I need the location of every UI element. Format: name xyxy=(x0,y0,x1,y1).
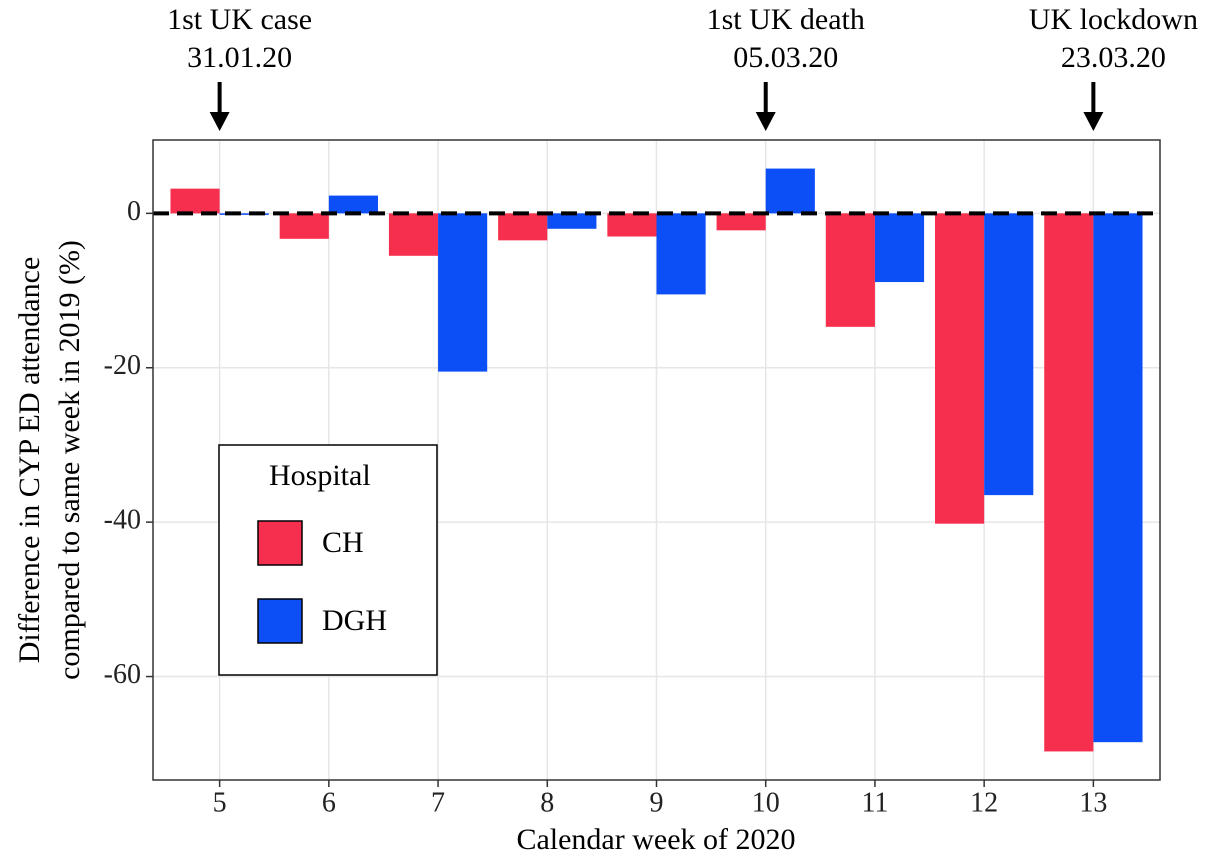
legend-label: CH xyxy=(322,526,364,559)
annotation-text: 31.01.20 xyxy=(187,41,292,74)
legend-box xyxy=(218,444,438,676)
annotation-text: 05.03.20 xyxy=(733,41,838,74)
x-tick-label: 8 xyxy=(540,787,554,818)
bar xyxy=(279,213,329,239)
legend-key xyxy=(257,598,303,644)
bar xyxy=(1093,213,1143,743)
bar xyxy=(170,188,220,214)
bar xyxy=(765,168,815,214)
bar xyxy=(935,213,985,524)
bar xyxy=(984,213,1034,496)
annotation-text: 1st UK death xyxy=(707,3,865,36)
x-tick-label: 5 xyxy=(213,787,227,818)
bar xyxy=(716,213,766,231)
x-tick-label: 7 xyxy=(431,787,445,818)
arrow-head xyxy=(1083,112,1104,131)
arrow-head xyxy=(209,112,230,131)
x-tick-label: 11 xyxy=(861,787,888,818)
y-tick-label: -20 xyxy=(104,350,141,381)
annotation-text: UK lockdown xyxy=(1029,3,1198,36)
arrow-head xyxy=(755,112,776,131)
x-tick-label: 9 xyxy=(650,787,664,818)
bar xyxy=(656,213,706,295)
bar xyxy=(219,213,269,215)
x-tick-label: 6 xyxy=(322,787,336,818)
bar xyxy=(328,195,378,214)
y-tick-label: 0 xyxy=(127,196,141,227)
x-axis-label: Calendar week of 2020 xyxy=(516,823,795,856)
bar xyxy=(438,213,488,372)
bar xyxy=(825,213,875,327)
x-tick-label: 10 xyxy=(752,787,780,818)
bar xyxy=(1044,213,1094,752)
annotation-text: 23.03.20 xyxy=(1061,41,1166,74)
y-tick-label: -60 xyxy=(104,659,141,690)
plot-border xyxy=(152,139,1161,781)
x-tick-label: 13 xyxy=(1079,787,1107,818)
annotation-text: 1st UK case xyxy=(167,3,312,36)
bar xyxy=(874,213,925,283)
bar xyxy=(498,213,548,241)
legend-label: DGH xyxy=(322,604,387,637)
legend-key xyxy=(257,520,303,566)
legend-title: Hospital xyxy=(269,459,371,492)
y-axis-label: Difference in CYP ED attendance xyxy=(13,257,46,664)
bar xyxy=(547,213,597,229)
bar xyxy=(607,213,657,237)
x-tick-label: 12 xyxy=(970,787,998,818)
y-tick-label: -40 xyxy=(104,505,141,536)
bar xyxy=(388,213,439,256)
y-axis-label: compared to same week in 2019 (%) xyxy=(53,240,86,680)
